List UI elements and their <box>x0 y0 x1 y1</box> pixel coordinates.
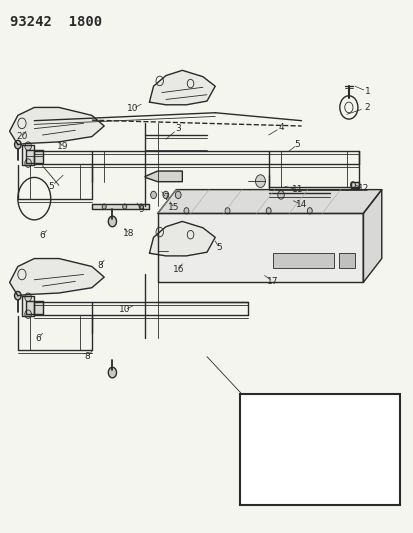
Text: 16: 16 <box>172 265 183 274</box>
Text: 5: 5 <box>48 182 53 191</box>
Text: 18: 18 <box>340 431 352 440</box>
Text: 5: 5 <box>294 140 299 149</box>
Bar <box>272 253 334 268</box>
Text: 6: 6 <box>36 334 41 343</box>
Text: 10: 10 <box>127 104 138 113</box>
Circle shape <box>102 204 106 209</box>
Text: 18: 18 <box>123 229 134 238</box>
Bar <box>338 253 354 268</box>
Text: 7: 7 <box>163 193 169 202</box>
Polygon shape <box>362 190 381 282</box>
Circle shape <box>163 191 169 199</box>
Text: 9: 9 <box>138 205 144 214</box>
Text: 5: 5 <box>216 244 222 253</box>
Circle shape <box>25 142 31 150</box>
Circle shape <box>25 159 31 167</box>
Text: 12: 12 <box>357 184 368 193</box>
Polygon shape <box>92 204 149 209</box>
Bar <box>239 394 399 505</box>
Polygon shape <box>22 144 34 165</box>
Text: 3: 3 <box>175 124 180 133</box>
Text: 93242  1800: 93242 1800 <box>9 14 102 29</box>
Polygon shape <box>26 150 43 163</box>
Circle shape <box>25 310 31 318</box>
Text: 11: 11 <box>291 185 302 194</box>
Polygon shape <box>157 214 362 282</box>
Circle shape <box>306 208 311 214</box>
Text: 8: 8 <box>85 352 90 361</box>
Text: 10: 10 <box>119 305 130 314</box>
Polygon shape <box>350 182 358 188</box>
Circle shape <box>225 208 230 214</box>
Circle shape <box>122 204 126 209</box>
Circle shape <box>14 140 21 149</box>
Circle shape <box>25 293 31 302</box>
Text: 1: 1 <box>363 87 369 96</box>
Circle shape <box>255 175 265 188</box>
Text: 8: 8 <box>314 458 320 467</box>
Circle shape <box>183 208 188 214</box>
Polygon shape <box>145 171 182 182</box>
Polygon shape <box>9 108 104 144</box>
Text: 9: 9 <box>339 423 345 432</box>
Text: 2: 2 <box>364 103 369 112</box>
Text: 20: 20 <box>16 132 28 141</box>
Polygon shape <box>9 259 104 296</box>
Polygon shape <box>26 301 43 314</box>
Text: 19: 19 <box>57 142 69 151</box>
Text: 15: 15 <box>168 203 179 212</box>
Circle shape <box>266 208 271 214</box>
Text: 4: 4 <box>278 123 283 132</box>
Text: 13: 13 <box>320 466 331 475</box>
Text: 17: 17 <box>266 277 278 286</box>
Circle shape <box>108 216 116 227</box>
Polygon shape <box>149 70 215 105</box>
Polygon shape <box>149 221 215 256</box>
Circle shape <box>307 465 315 476</box>
Polygon shape <box>157 190 381 214</box>
Circle shape <box>150 191 156 199</box>
Circle shape <box>175 191 180 199</box>
Circle shape <box>139 204 143 209</box>
Polygon shape <box>22 296 34 316</box>
Text: 8: 8 <box>97 261 103 270</box>
Text: 6: 6 <box>40 231 45 240</box>
Circle shape <box>108 367 116 378</box>
Circle shape <box>277 191 284 199</box>
Text: 14: 14 <box>295 200 306 209</box>
Circle shape <box>14 292 21 300</box>
